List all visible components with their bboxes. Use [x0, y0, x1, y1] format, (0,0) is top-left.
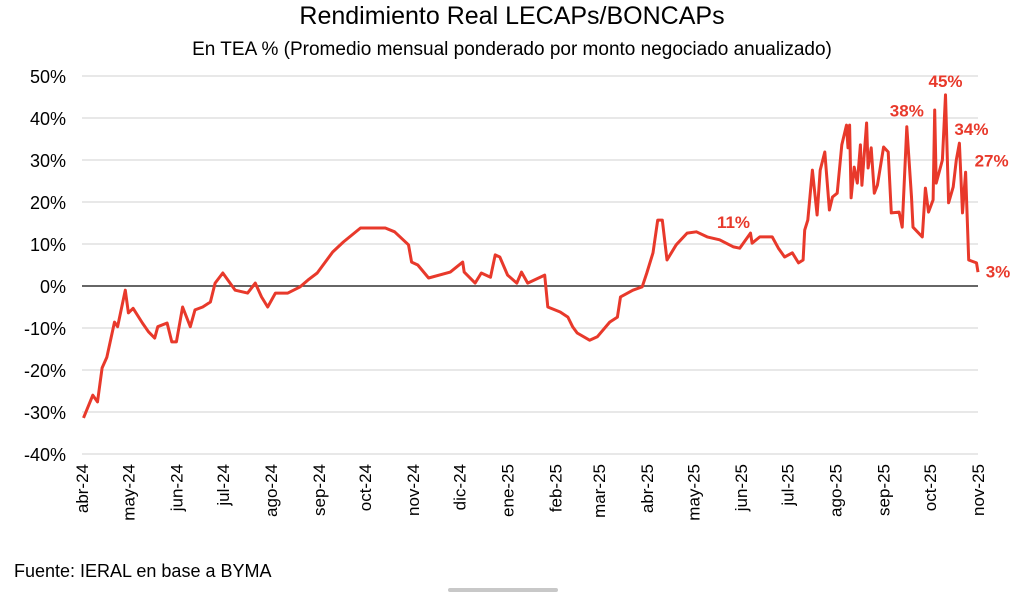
x-tick-label: nov-25	[969, 464, 988, 516]
data-label: 34%	[954, 120, 988, 139]
x-tick-label: feb-25	[547, 464, 566, 512]
x-tick-label: jun-25	[732, 464, 751, 512]
chart-title: Rendimiento Real LECAPs/BONCAPs	[299, 2, 724, 30]
x-tick-label: mar-25	[590, 464, 609, 518]
y-tick-label: 50%	[30, 67, 66, 87]
x-tick-label: jul-25	[779, 464, 798, 507]
x-tick-label: jun-24	[167, 464, 186, 512]
x-tick-label: may-24	[119, 464, 138, 521]
y-tick-label: -30%	[24, 403, 66, 423]
annotations: 11% 38%45% 34% 27% 3%	[717, 72, 1010, 281]
y-tick-label: 30%	[30, 151, 66, 171]
data-label: 38%	[890, 101, 924, 120]
chart-subtitle: En TEA % (Promedio mensual ponderado por…	[192, 39, 832, 60]
y-tick-label: -10%	[24, 319, 66, 339]
y-tick-label: 0%	[40, 277, 66, 297]
x-tick-label: abr-24	[73, 464, 92, 513]
x-tick-label: ene-25	[499, 464, 518, 517]
data-label: 27%	[975, 152, 1009, 171]
x-axis: abr-24 may-24 jun-24 jul-24 ago-24 sep-24 oct-…	[73, 464, 988, 521]
data-label: 3%	[986, 262, 1011, 281]
source-note: Fuente: IERAL en base a BYMA	[14, 561, 271, 581]
x-tick-label: ago-25	[827, 464, 846, 517]
x-tick-label: may-25	[684, 464, 703, 521]
x-tick-label: abr-25	[638, 464, 657, 513]
y-tick-label: 20%	[30, 193, 66, 213]
x-tick-label: sep-25	[875, 464, 894, 516]
x-tick-label: sep-24	[310, 464, 329, 516]
x-tick-label: dic-24	[451, 464, 470, 510]
y-tick-label: 40%	[30, 109, 66, 129]
data-label: 45%	[928, 72, 962, 91]
x-tick-label: oct-24	[356, 464, 375, 511]
y-tick-label: -40%	[24, 445, 66, 465]
y-axis: 50% 40% 30% 20% 10% 0% -10% -20% -30% -40%	[24, 67, 66, 465]
x-tick-label: oct-25	[921, 464, 940, 511]
series-line	[82, 93, 980, 419]
data-label: 11%	[717, 213, 750, 232]
x-tick-label: nov-24	[404, 464, 423, 516]
scroll-indicator	[448, 588, 558, 592]
gridlines	[82, 75, 978, 455]
y-tick-label: -20%	[24, 361, 66, 381]
y-tick-label: 10%	[30, 235, 66, 255]
x-tick-label: ago-24	[262, 464, 281, 517]
x-tick-label: jul-24	[214, 464, 233, 507]
